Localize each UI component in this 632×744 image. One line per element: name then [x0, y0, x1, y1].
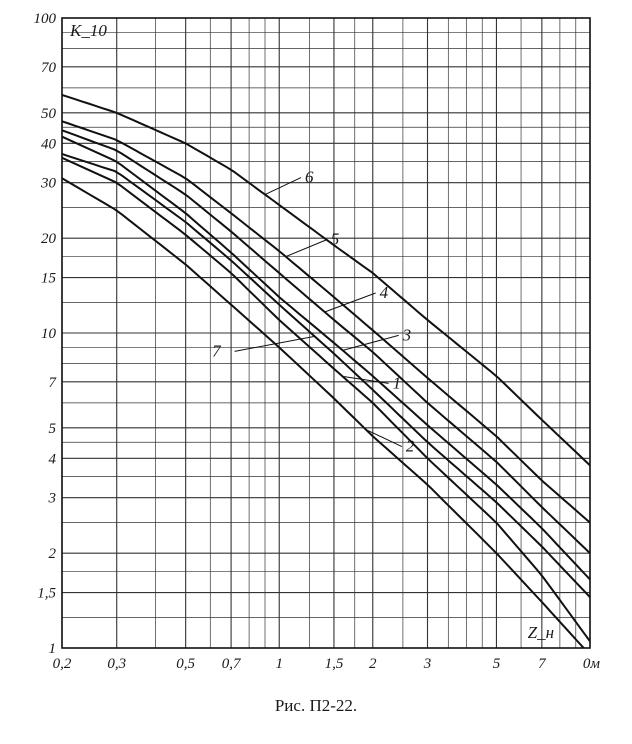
x-tick-label: 3	[423, 656, 432, 672]
x-tick-label: 1	[275, 656, 283, 672]
series-leader-6	[264, 177, 302, 195]
y-tick-label: 30	[40, 176, 57, 192]
x-tick-label: 0,3	[107, 656, 126, 672]
series-curve-5	[62, 120, 590, 524]
y-tick-label: 20	[41, 231, 57, 247]
series-label-4: 4	[380, 283, 389, 302]
series-curve-1	[62, 156, 590, 642]
series-leader-7	[234, 335, 315, 352]
y-axis-label: K_10	[69, 21, 107, 40]
y-tick-label: 10	[41, 326, 57, 342]
y-tick-label: 100	[34, 11, 57, 27]
series-leader-1	[342, 375, 389, 384]
series-label-1: 1	[393, 373, 402, 392]
x-tick-label: 5	[493, 656, 501, 672]
series-leader-4	[324, 292, 376, 313]
series-curve-3	[62, 135, 590, 581]
series-curve-2	[62, 177, 586, 648]
y-tick-label: 1,5	[37, 586, 56, 602]
series-curve-7	[62, 153, 590, 598]
x-tick-label: 1,5	[325, 656, 344, 672]
y-tick-label: 50	[41, 106, 57, 122]
chart: 0,2 0,3 0,5 0,7 1 1,5 2 3 5 7 0м11,523457101520304…	[34, 11, 601, 672]
series-label-5: 5	[331, 230, 340, 249]
series-leader-3	[342, 334, 399, 351]
plot-frame	[61, 17, 591, 649]
series-label-6: 6	[305, 168, 314, 187]
series-curve-4	[62, 129, 590, 554]
y-tick-label: 3	[48, 491, 57, 507]
figure-caption: Рис. П2-22.	[274, 696, 358, 715]
x-tick-label: 0,7	[222, 656, 242, 672]
series-curve-6	[62, 93, 590, 467]
x-tick-label: 0,5	[176, 656, 195, 672]
y-tick-label: 1	[49, 641, 57, 657]
y-tick-label: 40	[41, 136, 57, 152]
x-tick-label: 7	[538, 656, 547, 672]
y-tick-label: 15	[41, 271, 57, 287]
y-tick-label: 5	[49, 421, 57, 437]
x-tick-label: 0м	[583, 656, 601, 672]
y-tick-label: 2	[49, 546, 57, 562]
y-tick-label: 4	[49, 451, 57, 467]
series-leader-2	[365, 429, 403, 447]
x-tick-label: 0,2	[53, 656, 72, 672]
series-leader-5	[285, 239, 328, 258]
series-label-3: 3	[402, 325, 412, 344]
y-tick-label: 7	[49, 375, 58, 391]
x-tick-label: 2	[369, 656, 377, 672]
series-label-7: 7	[212, 341, 222, 360]
series-label-2: 2	[406, 437, 415, 456]
x-axis-label: Z_н	[528, 623, 554, 642]
y-tick-label: 70	[41, 60, 57, 76]
